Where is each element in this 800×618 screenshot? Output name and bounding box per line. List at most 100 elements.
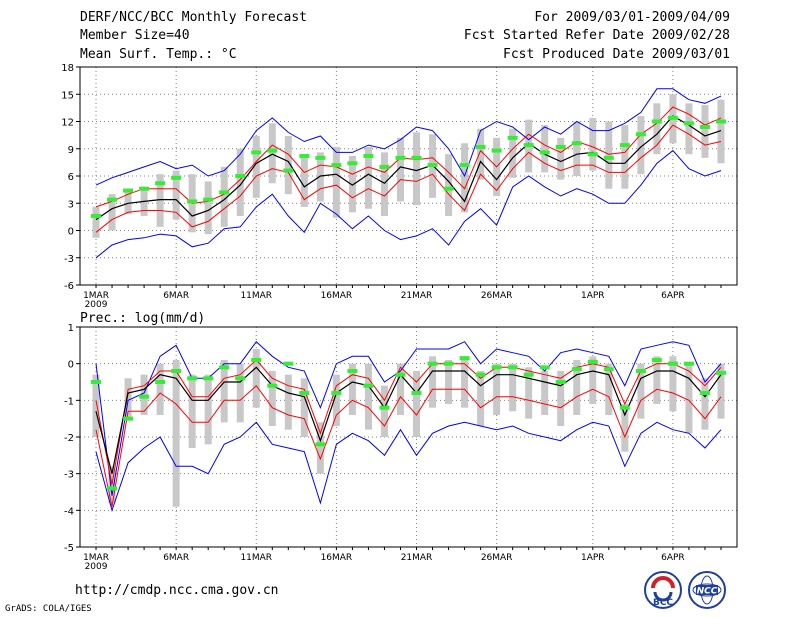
y-tick-label: 0 (68, 360, 74, 371)
observed-marker (123, 416, 134, 421)
y-tick-label: -3 (64, 254, 74, 265)
x-tick-label: 1MAR (83, 291, 109, 301)
range-bar (300, 378, 308, 437)
range-bar (252, 136, 260, 198)
x-year-label: 2009 (85, 300, 108, 310)
observed-marker (651, 119, 662, 124)
x-tick-label: 26MAR (481, 553, 513, 563)
observed-marker (267, 383, 278, 388)
observed-marker (235, 376, 246, 381)
observed-marker (331, 391, 342, 395)
range-bar (509, 363, 517, 412)
observed-marker (507, 365, 518, 370)
range-bar (477, 128, 485, 180)
observed-marker (635, 132, 646, 137)
observed-marker (411, 391, 422, 395)
y-tick-label: 12 (61, 118, 74, 129)
range-bar (413, 371, 421, 437)
range-bar (284, 136, 292, 195)
observed-marker (459, 356, 470, 361)
observed-marker (571, 141, 582, 146)
range-bar (92, 206, 100, 238)
bcc-logo: BCC (644, 571, 682, 609)
lower-spread-line (95, 124, 722, 233)
range-bar (445, 154, 453, 216)
observed-marker (139, 186, 150, 191)
observed-marker (155, 181, 166, 186)
range-bar (204, 374, 212, 445)
range-bar (653, 103, 661, 155)
range-bar (396, 363, 404, 415)
x-tick-label: 1MAR (83, 553, 109, 563)
range-bar (316, 152, 324, 202)
observed-marker (603, 367, 614, 372)
observed-marker (91, 380, 102, 384)
range-bar (413, 132, 421, 206)
range-bar (685, 103, 693, 155)
range-bar (429, 356, 437, 408)
range-bar (541, 371, 549, 415)
observed-marker (395, 155, 406, 160)
grads-credit: GrADS: COLA/IGES (5, 604, 92, 614)
range-bar (717, 363, 725, 419)
range-bar (220, 166, 228, 227)
range-bar (236, 148, 244, 216)
source-url[interactable]: http://cmdp.ncc.cma.gov.cn (75, 583, 279, 598)
observed-marker (283, 361, 294, 366)
observed-marker (619, 405, 630, 410)
y-tick-label: 9 (68, 145, 74, 156)
range-bar (525, 367, 533, 419)
x-tick-label: 21MAR (401, 553, 433, 563)
observed-marker (91, 213, 102, 218)
range-bar (316, 422, 324, 474)
max-envelope-line (95, 340, 722, 496)
y-tick-label: -4 (64, 506, 74, 517)
range-bar (172, 170, 180, 220)
observed-marker (219, 365, 230, 370)
range-bar (701, 378, 709, 430)
range-bar (509, 128, 517, 178)
x-tick-label: 26MAR (481, 291, 513, 301)
panel-title: Prec.: log(mm/d) (80, 311, 205, 326)
observed-marker (427, 163, 438, 168)
member-size-label: Member Size=40 (80, 28, 190, 43)
x-tick-label: 1APR (581, 291, 605, 301)
x-tick-label: 11MAR (240, 553, 272, 563)
range-bar (268, 123, 276, 184)
range-bar (396, 137, 404, 202)
y-tick-label: -2 (64, 433, 74, 444)
range-bar (653, 356, 661, 404)
observed-marker (347, 369, 358, 373)
observed-marker (315, 442, 326, 447)
range-bar (252, 349, 260, 408)
observed-marker (171, 175, 182, 180)
range-bar (669, 356, 677, 412)
range-bar (332, 374, 340, 426)
observed-marker (251, 358, 262, 362)
y-tick-label: 3 (68, 199, 74, 210)
y-tick-label: -3 (64, 470, 74, 481)
observed-marker (491, 365, 502, 370)
observed-marker (187, 376, 198, 381)
range-bar (701, 105, 709, 158)
observed-marker (379, 405, 390, 410)
observed-marker (107, 486, 118, 491)
observed-marker (539, 365, 550, 370)
y-tick-label: 0 (68, 227, 74, 238)
range-bar (380, 152, 388, 216)
range-bar (477, 371, 485, 426)
upper-spread-line (95, 106, 722, 208)
range-bar (300, 157, 308, 207)
range-bar (541, 125, 549, 173)
range-bar (685, 363, 693, 434)
observed-marker (347, 161, 358, 166)
observed-marker (715, 119, 726, 124)
observed-marker (203, 197, 214, 202)
min-envelope-line (95, 149, 722, 259)
observed-marker (235, 174, 246, 178)
range-bar (108, 194, 116, 231)
observed-marker (699, 391, 710, 395)
observed-marker (619, 143, 630, 148)
x-tick-label: 6MAR (163, 553, 189, 563)
forecast-started-label: Fcst Started Refer Date 2009/02/28 (463, 28, 730, 43)
